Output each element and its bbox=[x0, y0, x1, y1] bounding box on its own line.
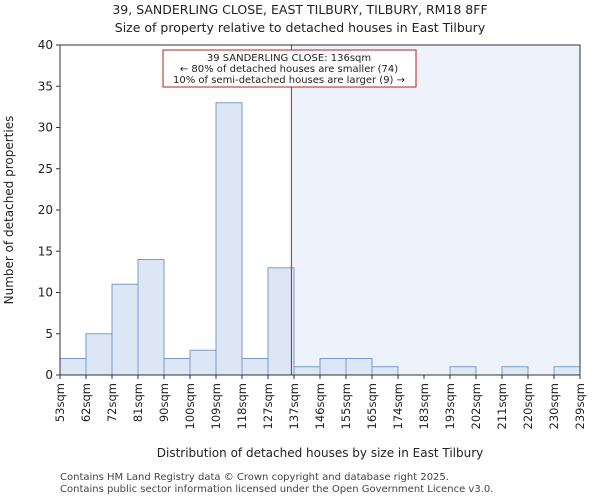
y-tick-label: 5 bbox=[45, 327, 53, 341]
x-tick-label: 174sqm bbox=[391, 383, 405, 429]
bar bbox=[319, 358, 347, 376]
bar bbox=[137, 259, 165, 376]
annotation-line-2: ← 80% of detached houses are smaller (74… bbox=[180, 64, 398, 75]
x-tick-label: 239sqm bbox=[573, 383, 587, 429]
y-tick-label: 10 bbox=[38, 286, 53, 300]
x-tick-label: 53sqm bbox=[53, 383, 67, 422]
x-tick-label: 100sqm bbox=[183, 383, 197, 429]
x-tick-label: 193sqm bbox=[443, 383, 457, 429]
x-tick-label: 202sqm bbox=[469, 383, 483, 429]
annotation-box: 39 SANDERLING CLOSE: 136sqm ← 80% of det… bbox=[162, 49, 417, 88]
y-tick-label: 30 bbox=[38, 121, 53, 135]
x-tick-label: 81sqm bbox=[131, 383, 145, 422]
y-tick-label: 40 bbox=[38, 38, 53, 52]
x-tick-label: 62sqm bbox=[79, 383, 93, 422]
bar bbox=[267, 267, 295, 376]
x-tick-label: 211sqm bbox=[495, 383, 509, 429]
chart-subtitle: Size of property relative to detached ho… bbox=[114, 20, 486, 35]
bar bbox=[501, 366, 529, 376]
footer-line-2: Contains public sector information licen… bbox=[60, 484, 494, 495]
larger-region-shade bbox=[291, 45, 580, 375]
x-tick-label: 183sqm bbox=[417, 383, 431, 429]
footer-line-1: Contains HM Land Registry data © Crown c… bbox=[60, 472, 449, 483]
bar bbox=[215, 102, 243, 376]
annotation-line-1: 39 SANDERLING CLOSE: 136sqm bbox=[207, 53, 371, 64]
y-tick-label: 20 bbox=[38, 203, 53, 217]
x-axis-ticks: 53sqm 62sqm 72sqm 81sqm 90sqm 100sqm 109sqm 118… bbox=[53, 375, 587, 429]
x-tick-label: 165sqm bbox=[365, 383, 379, 429]
x-tick-label: 127sqm bbox=[261, 383, 275, 429]
bar bbox=[293, 366, 321, 376]
x-tick-label: 155sqm bbox=[339, 383, 353, 429]
bar bbox=[59, 358, 87, 376]
bar bbox=[553, 366, 581, 376]
x-tick-label: 118sqm bbox=[235, 383, 249, 429]
x-tick-label: 72sqm bbox=[105, 383, 119, 422]
bar bbox=[345, 358, 373, 376]
bar bbox=[111, 283, 139, 376]
x-tick-label: 90sqm bbox=[157, 383, 171, 422]
x-tick-label: 220sqm bbox=[521, 383, 535, 429]
y-tick-label: 35 bbox=[38, 79, 53, 93]
x-tick-label: 137sqm bbox=[287, 383, 301, 429]
x-tick-label: 146sqm bbox=[313, 383, 327, 429]
bars-group bbox=[59, 102, 581, 376]
bar bbox=[241, 358, 269, 376]
x-axis-label: Distribution of detached houses by size … bbox=[157, 446, 484, 460]
y-tick-label: 15 bbox=[38, 244, 53, 258]
bar bbox=[371, 366, 399, 376]
chart-title: 39, SANDERLING CLOSE, EAST TILBURY, TILB… bbox=[112, 2, 488, 17]
y-tick-label: 25 bbox=[38, 162, 53, 176]
x-tick-label: 109sqm bbox=[209, 383, 223, 429]
y-axis-label: Number of detached properties bbox=[2, 116, 16, 305]
bar bbox=[85, 333, 113, 376]
bar bbox=[189, 349, 217, 376]
bar bbox=[163, 358, 191, 376]
y-axis-ticks: 0 5 10 15 20 25 30 35 40 bbox=[38, 38, 60, 382]
annotation-line-3: 10% of semi-detached houses are larger (… bbox=[173, 75, 405, 86]
bar bbox=[449, 366, 477, 376]
x-tick-label: 230sqm bbox=[547, 383, 561, 429]
y-tick-label: 0 bbox=[45, 368, 53, 382]
